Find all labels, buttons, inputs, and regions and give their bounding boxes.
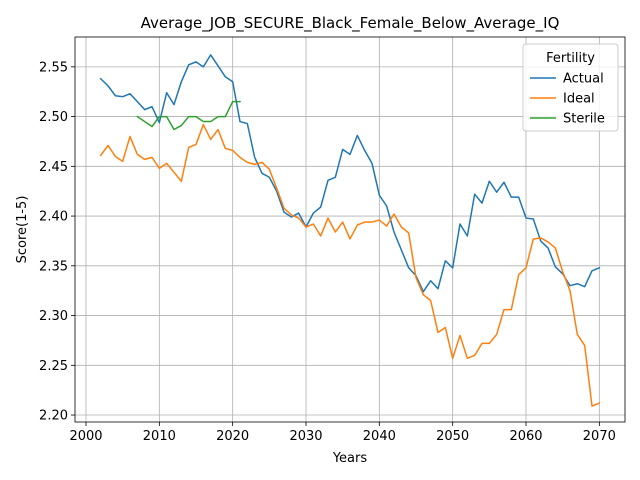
- x-tick-label: 2070: [583, 429, 616, 444]
- y-axis-ticks: 2.20 2.25 2.30 2.35 2.40 2.45 2.50 2.55: [39, 60, 75, 424]
- series-line-actual: [99, 54, 601, 293]
- y-tick-label: 2.45: [39, 160, 68, 175]
- x-tick-label: 2040: [363, 429, 396, 444]
- legend-label-ideal: Ideal: [563, 92, 595, 107]
- x-tick-label: 2010: [143, 429, 176, 444]
- plot-frame: [74, 36, 626, 423]
- y-tick-label: 2.55: [39, 60, 68, 75]
- x-tick-label: 2030: [289, 429, 322, 444]
- series-line-sterile: [136, 100, 241, 131]
- chart-title: Average_JOB_SECURE_Black_Female_Below_Av…: [141, 14, 560, 33]
- x-axis-label: Years: [332, 451, 368, 466]
- legend-label-actual: Actual: [563, 72, 604, 87]
- legend-title: Fertility: [546, 51, 595, 66]
- x-tick-label: 2020: [216, 429, 249, 444]
- y-tick-label: 2.30: [39, 309, 68, 324]
- series-lines: [99, 54, 601, 407]
- x-axis-ticks: 2000 2010 2020 2030 2040 2050 2060 2070: [69, 422, 616, 444]
- legend: Fertility Actual Ideal Sterile: [522, 43, 619, 132]
- legend-box: [522, 43, 619, 132]
- x-tick-label: 2050: [436, 429, 469, 444]
- y-tick-label: 2.40: [39, 210, 68, 225]
- legend-label-sterile: Sterile: [563, 112, 605, 127]
- x-tick-label: 2000: [69, 429, 102, 444]
- y-axis-label: Score(1-5): [15, 196, 30, 264]
- y-tick-label: 2.25: [39, 359, 68, 374]
- y-tick-label: 2.20: [39, 409, 68, 424]
- y-tick-label: 2.50: [39, 110, 68, 125]
- series-line-ideal: [99, 123, 601, 407]
- y-tick-label: 2.35: [39, 259, 68, 274]
- legend-items: Actual Ideal Sterile: [530, 72, 605, 127]
- x-tick-label: 2060: [509, 429, 542, 444]
